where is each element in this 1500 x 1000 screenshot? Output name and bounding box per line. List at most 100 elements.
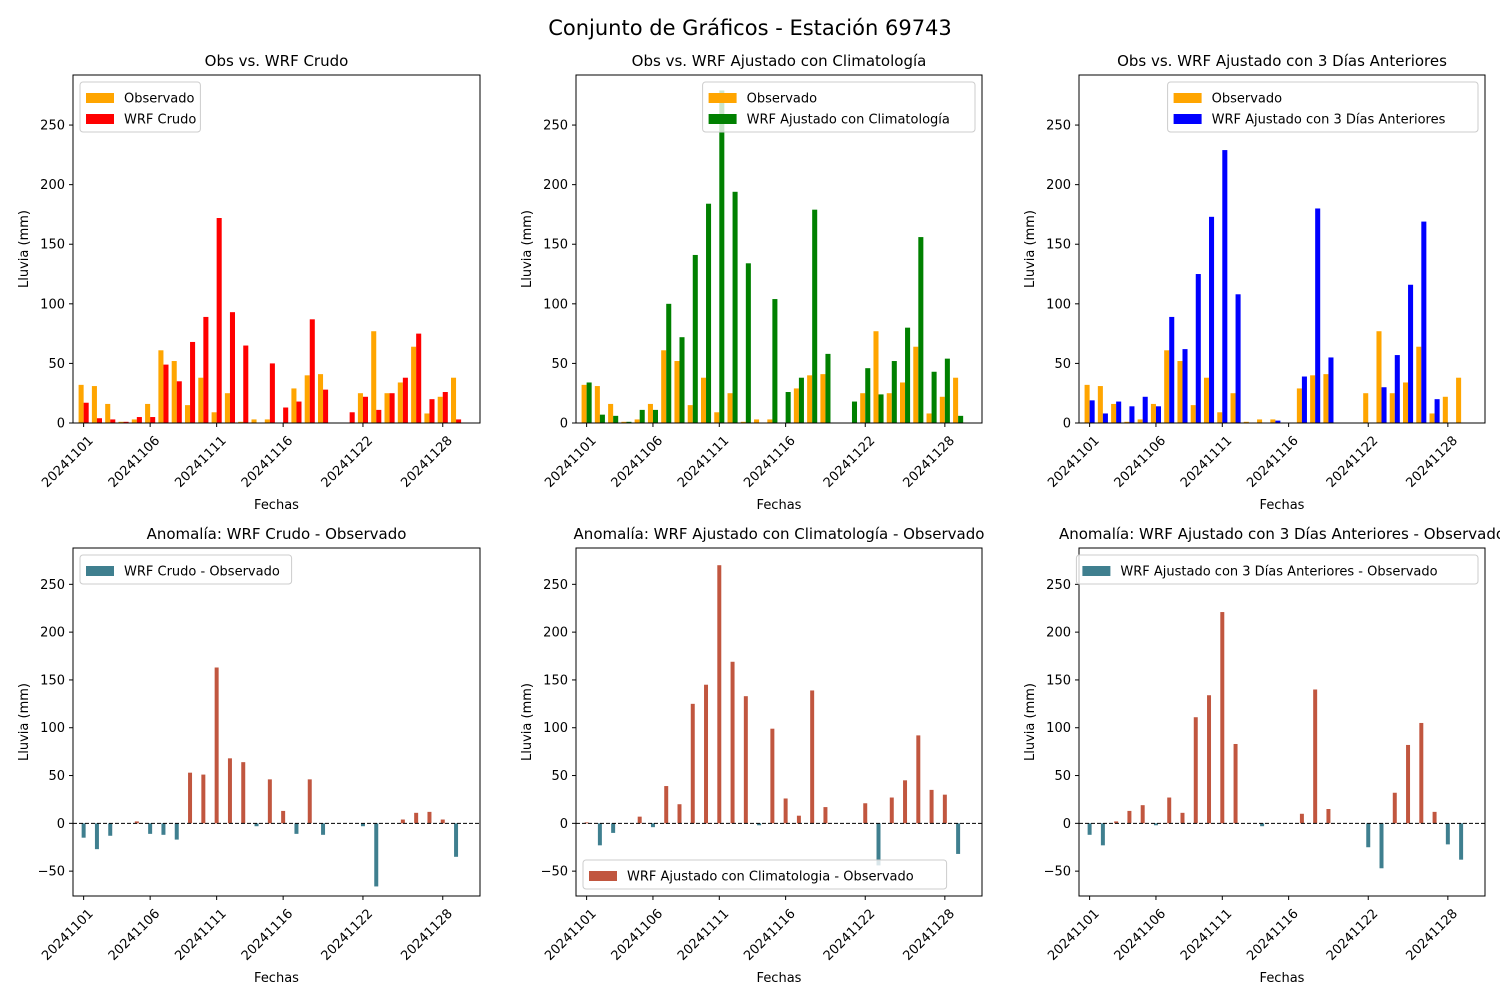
y-tick-label: 0 xyxy=(1063,817,1071,832)
x-tick-label: 20241106 xyxy=(106,433,163,490)
bar-wrf-20241108 xyxy=(679,337,685,423)
bar-wrf-20241121 xyxy=(851,401,858,423)
x-tick-label: 20241111 xyxy=(675,906,732,963)
axes-frame xyxy=(1078,74,1486,424)
x-tick-label: 20241116 xyxy=(1244,906,1301,963)
bar-wrf-20241113 xyxy=(745,263,751,423)
bar-observado-20241107 xyxy=(661,350,667,423)
x-axis-label: Fechas xyxy=(254,971,299,986)
y-tick-label: 150 xyxy=(543,238,568,253)
x-tick-label: 20241128 xyxy=(1404,433,1461,490)
bar-anomalia-20241108 xyxy=(174,823,179,840)
bar-wrf-20241106 xyxy=(150,417,156,423)
bar-observado-20241101 xyxy=(1084,384,1090,423)
bar-wrf-20241111 xyxy=(1222,150,1228,423)
bar-observado-20241104 xyxy=(621,421,627,423)
bar-anomalia-20241111 xyxy=(1220,612,1225,824)
y-tick-label: 250 xyxy=(40,119,65,134)
bar-wrf-20241121 xyxy=(349,412,355,423)
bar-wrf-20241101 xyxy=(586,382,592,423)
bar-observado-20241119 xyxy=(820,374,826,423)
bar-observado-20241123 xyxy=(873,331,879,423)
bar-observado-20241118 xyxy=(807,375,813,423)
bar-wrf-20241124 xyxy=(389,393,395,423)
bar-observado-20241122 xyxy=(1363,393,1369,423)
figure-suptitle: Conjunto de Gráficos - Estación 69743 xyxy=(548,16,952,40)
legend: Observado WRF Ajustado con 3 Días Anterio… xyxy=(1167,81,1479,133)
bar-wrf-20241127 xyxy=(1434,399,1440,423)
y-tick-label: 50 xyxy=(48,769,65,784)
bar-wrf-20241112 xyxy=(732,191,738,423)
legend-label: Observado xyxy=(1212,92,1283,107)
bar-observado-20241111 xyxy=(714,412,720,423)
y-tick-label: 0 xyxy=(560,417,568,432)
x-axis-label: Fechas xyxy=(757,498,802,513)
x-tick-label: 20241128 xyxy=(901,906,958,963)
bar-observado-20241105 xyxy=(634,419,640,423)
bar-observado-20241129 xyxy=(1456,377,1462,423)
y-tick-label: 50 xyxy=(1054,769,1071,784)
bar-anomalia-20241107 xyxy=(1167,797,1172,824)
bar-wrf-20241105 xyxy=(1142,396,1148,423)
bar-observado-20241123 xyxy=(371,331,377,423)
y-tick-label: 200 xyxy=(543,626,568,641)
bar-anomalia-20241114 xyxy=(757,823,762,826)
bar-anomalia-20241116 xyxy=(281,810,286,824)
bar-wrf-20241117 xyxy=(296,401,302,423)
bar-wrf-20241126 xyxy=(416,333,422,423)
x-axis-label: Fechas xyxy=(757,971,802,986)
bar-observado-20241127 xyxy=(1429,413,1435,423)
bar-observado-20241107 xyxy=(1164,350,1170,423)
bar-wrf-20241103 xyxy=(613,415,619,423)
bar-anomalia-20241128 xyxy=(1445,823,1450,845)
bar-wrf-20241125 xyxy=(1408,284,1414,423)
legend-swatch xyxy=(589,871,617,881)
bar-anomalia-20241127 xyxy=(1432,811,1437,824)
bar-anomalia-20241129 xyxy=(956,823,961,854)
bar-anomalia-20241118 xyxy=(810,690,815,824)
x-tick-label: 20241101 xyxy=(39,906,96,963)
y-tick-label: 50 xyxy=(551,357,568,372)
bar-anomalia-20241108 xyxy=(1180,812,1185,824)
bar-wrf-20241115 xyxy=(269,363,275,423)
bar-wrf-20241112 xyxy=(1235,294,1241,423)
legend-swatch xyxy=(1173,93,1202,103)
bar-observado-20241107 xyxy=(158,350,164,423)
bar-observado-20241126 xyxy=(913,346,919,423)
bar-observado-20241119 xyxy=(1323,374,1329,423)
bar-wrf-20241111 xyxy=(719,90,725,423)
bar-observado-20241106 xyxy=(145,403,151,423)
legend-box xyxy=(79,554,293,585)
legend-swatch xyxy=(708,114,737,124)
bar-observado-20241103 xyxy=(105,403,111,423)
bar-anomalia-20241117 xyxy=(294,823,299,834)
bar-observado-20241110 xyxy=(700,377,707,423)
x-tick-label: 20241111 xyxy=(172,906,229,963)
bar-observado-20241108 xyxy=(171,361,177,423)
bar-anomalia-20241105 xyxy=(1140,805,1145,824)
bar-observado-20241127 xyxy=(926,413,932,423)
legend-box xyxy=(1167,81,1479,133)
bar-wrf-20241116 xyxy=(283,407,289,423)
bar-anomalia-20241104 xyxy=(1127,810,1132,824)
bar-anomalia-20241125 xyxy=(903,780,908,824)
bar-anomalia-20241125 xyxy=(400,819,405,824)
bar-observado-20241106 xyxy=(647,403,653,423)
legend-box xyxy=(1075,554,1479,585)
bar-wrf-20241105 xyxy=(639,409,645,423)
bar-observado-20241109 xyxy=(1190,405,1196,423)
bar-wrf-20241105 xyxy=(136,417,142,423)
x-tick-label: 20241116 xyxy=(239,433,296,490)
bar-wrf-20241125 xyxy=(402,377,408,423)
bar-anomalia-20241110 xyxy=(201,774,206,824)
bar-observado-20241109 xyxy=(184,405,191,423)
bar-observado-20241117 xyxy=(793,388,799,423)
subplot-title: Obs vs. WRF Ajustado con Climatología xyxy=(632,52,927,70)
legend-swatch xyxy=(86,93,114,103)
legend-label: WRF Ajustado con Climatología xyxy=(747,113,950,128)
bar-observado-20241125 xyxy=(397,382,403,423)
bar-anomalia-20241109 xyxy=(1193,717,1198,824)
legend: Observado WRF Ajustado con Climatología xyxy=(702,81,976,133)
